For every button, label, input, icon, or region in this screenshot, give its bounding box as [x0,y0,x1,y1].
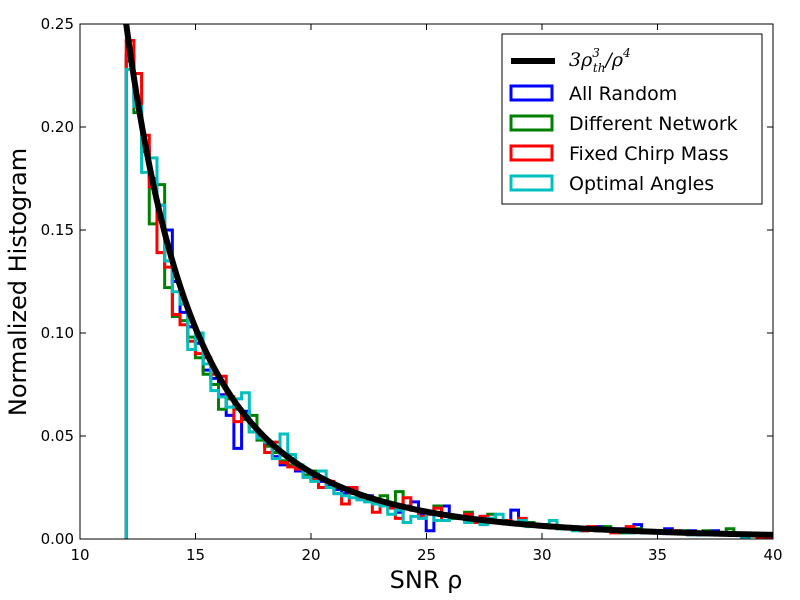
y-axis-ticks: 0.00 0.05 0.10 0.15 0.20 0.25 [41,15,773,548]
x-tick-label: 25 [417,546,436,564]
y-tick-label: 0.20 [41,118,74,136]
legend-label-fixed-chirp-mass: Fixed Chirp Mass [569,143,729,165]
y-tick-label: 0.10 [41,324,74,342]
x-tick-label: 10 [70,546,89,564]
y-tick-label: 0.00 [41,530,74,548]
theory-curve [123,24,773,538]
x-tick-label: 40 [763,546,782,564]
legend-swatch-fixed-chirp-mass [509,144,554,162]
plot-area [123,24,773,539]
x-tick-label: 20 [301,546,320,564]
legend-label-optimal-angles: Optimal Angles [569,173,714,195]
legend-swatch-different-network [509,114,554,132]
legend-label-all-random: All Random [569,83,677,105]
x-tick-label: 15 [186,546,205,564]
x-tick-label: 35 [648,546,667,564]
y-tick-label: 0.15 [41,221,74,239]
legend-theory-label: 3ρ3 th/ρ4 [569,46,631,75]
y-axis-label: Normalized Histogram [4,148,32,416]
x-axis-ticks: 10 15 20 25 30 35 40 [70,24,783,564]
x-axis-label: SNR ρ [390,566,463,594]
legend-swatch-all-random [509,84,554,102]
y-tick-label: 0.25 [41,15,74,33]
legend-swatch-optimal-angles [509,174,554,192]
legend-series-items: All Random Different Network Fixed Chirp M… [509,83,738,195]
legend: 3ρ3 th/ρ4 All Random Different Network Fixe… [501,33,763,205]
x-tick-label: 30 [532,546,551,564]
y-tick-label: 0.05 [41,427,74,445]
legend-label-different-network: Different Network [569,113,738,135]
